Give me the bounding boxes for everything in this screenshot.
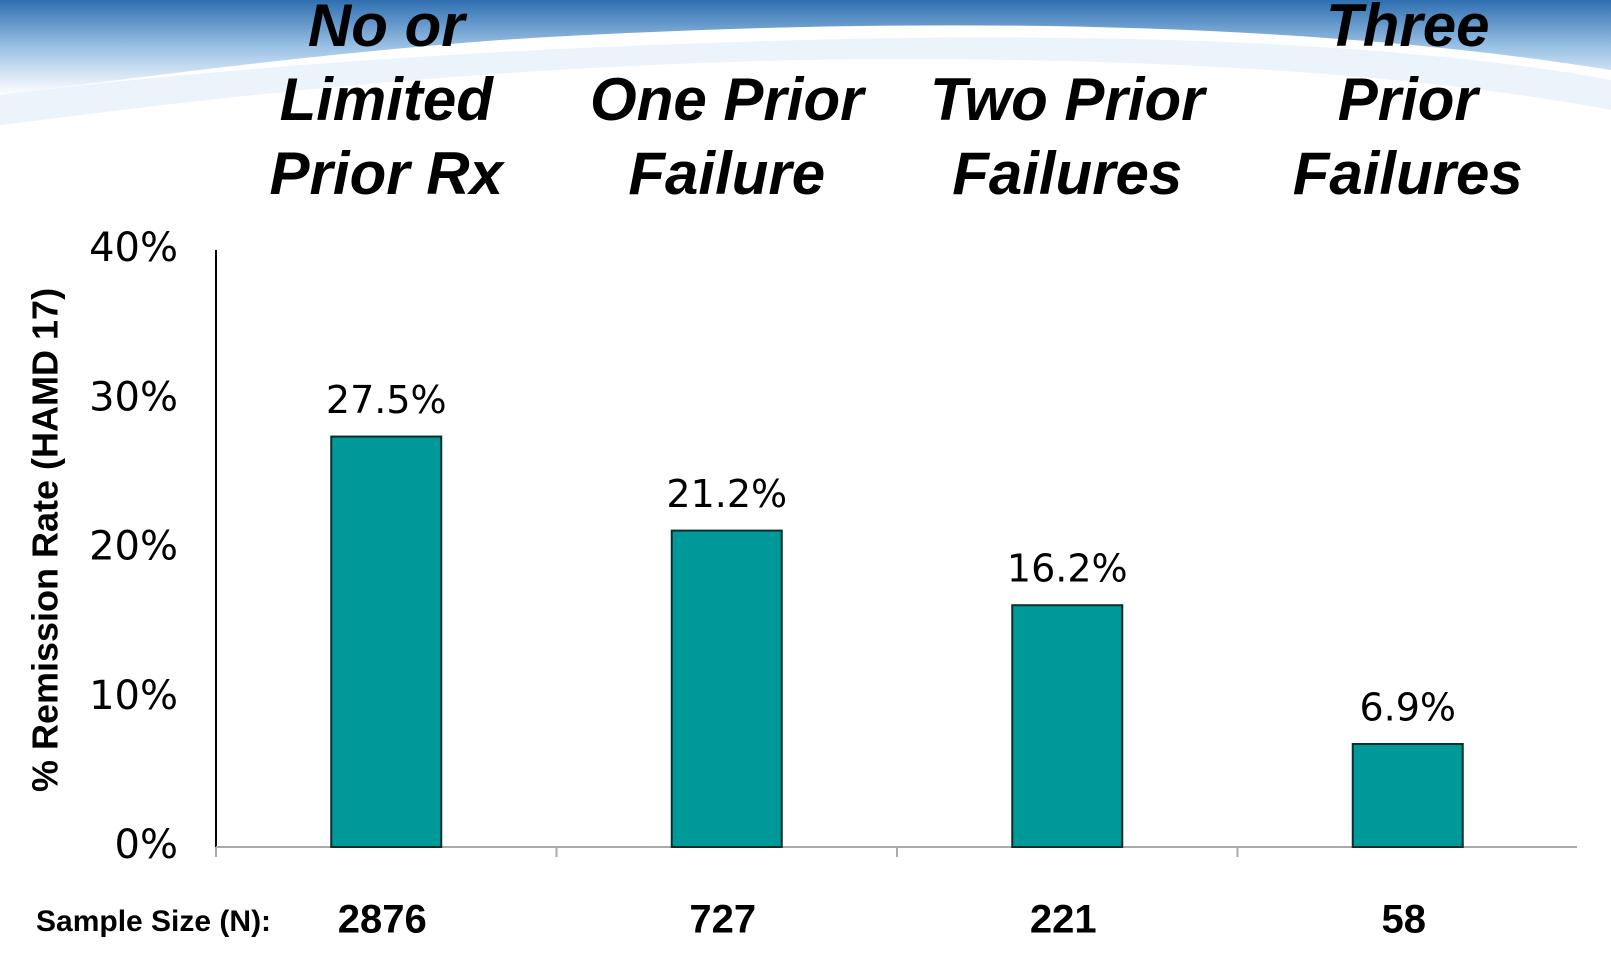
- sample-size-label: Sample Size (N):: [36, 905, 271, 938]
- bar: [1351, 743, 1464, 849]
- value-label: 21.2%: [666, 472, 787, 516]
- category-label: No or Limited Prior Rx: [269, 0, 503, 207]
- value-label: 6.9%: [1359, 686, 1456, 730]
- category-header: One Prior Failure: [567, 0, 887, 215]
- category-label: One Prior Failure: [590, 66, 864, 207]
- category-label: Two Prior Failures: [930, 66, 1205, 207]
- category-header: Three Prior Failures: [1248, 0, 1568, 215]
- category-header: No or Limited Prior Rx: [226, 0, 546, 215]
- y-tick-label: 40%: [89, 225, 178, 271]
- sample-size-value: 221: [1030, 898, 1097, 942]
- sample-size-value: 727: [689, 898, 756, 942]
- y-tick-label: 30%: [89, 374, 178, 420]
- bar: [330, 435, 443, 848]
- value-label: 27.5%: [326, 378, 447, 422]
- bar: [670, 529, 783, 849]
- sample-size-value: 58: [1382, 898, 1427, 942]
- y-tick-label: 20%: [89, 524, 178, 570]
- category-label: Three Prior Failures: [1292, 0, 1523, 207]
- value-label: 16.2%: [1007, 547, 1128, 591]
- category-header: Two Prior Failures: [907, 0, 1227, 215]
- y-tick-label: 0%: [115, 822, 178, 868]
- sample-size-value: 2876: [338, 898, 427, 942]
- y-axis-label: % Remission Rate (HAMD 17): [25, 288, 66, 792]
- background-swoosh: [0, 37, 1611, 125]
- background-swoosh: [0, 0, 1611, 95]
- y-tick-label: 10%: [89, 673, 178, 719]
- bar: [1011, 604, 1124, 849]
